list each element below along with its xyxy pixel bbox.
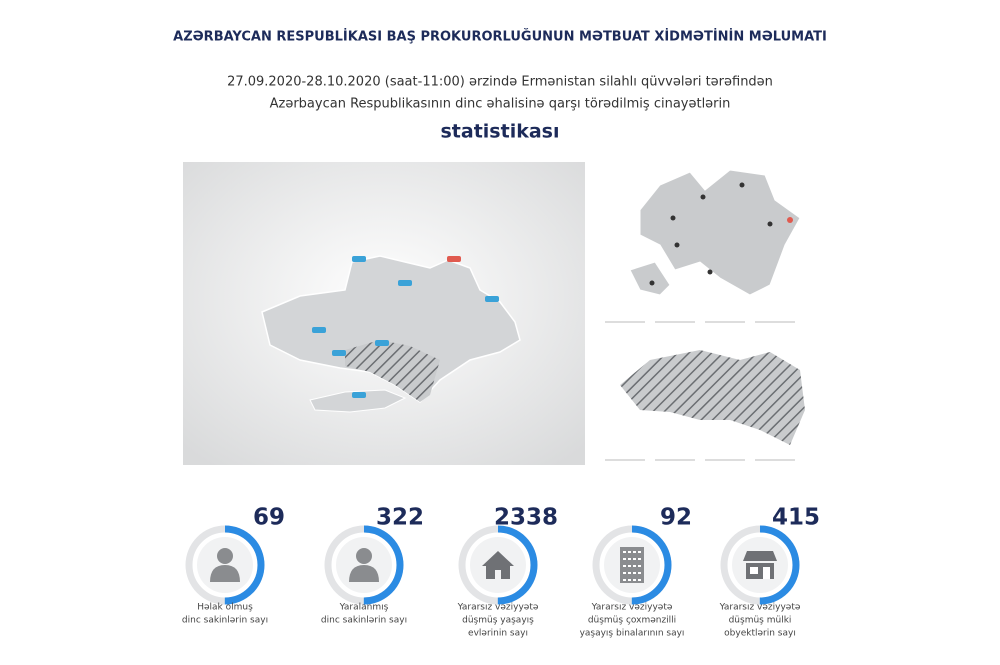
stat-card: 322 Yaralanmış dinc sakinlərin sayı [321,505,424,626]
title: AZƏRBAYCAN RESPUBLİKASI BAŞ PROKURORLUĞU… [173,29,827,45]
stat-label: obyektlərin sayı [724,629,796,639]
main-map [183,162,585,465]
icon [763,567,770,579]
stat-value: 2338 [494,505,558,531]
ring-arc [458,525,538,605]
ring-arc [720,525,800,605]
stat-label: düşmüş mülki [729,616,792,626]
stat-card: 92 Yararsız vəziyyətə düşmüş çoxmənzilli ya… [580,505,692,639]
stat-label: dinc sakinlərin sayı [321,616,407,626]
icon [356,548,372,564]
stat-value: 322 [376,505,424,531]
stat-label: Yararsız vəziyyətə [457,603,539,613]
stats: 69 Həlak olmuş dinc sakinlərin sayı 322 Yara… [182,505,820,639]
ring-arc [324,525,404,605]
stat-card: 415 Yararsız vəziyyətə düşmüş mülki obyektl… [719,505,820,639]
stat-value: 69 [253,505,285,531]
stat-label: Yaralanmış [339,603,389,613]
ring-arc [592,525,672,605]
stat-label: düşmüş çoxmənzilli [588,616,676,626]
icon [349,565,379,582]
side-maps [605,169,805,461]
stat-label: düşmüş yaşayış [462,616,534,626]
icon [217,548,233,564]
stat-label: Həlak olmuş [197,603,253,613]
icon [750,567,758,574]
stat-value: 415 [772,505,820,531]
subtitle-line: Azərbaycan Respublikasının dinc əhalisin… [270,97,731,112]
stat-card: 2338 Yararsız vəziyyətə düşmüş yaşayış evlə… [457,505,558,639]
icon [210,565,240,582]
stat-label: evlərinin sayı [468,629,528,639]
stat-label: Yararsız vəziyyətə [719,603,801,613]
stat-value: 92 [660,505,692,531]
icon [482,551,514,579]
stat-card: 69 Həlak olmuş dinc sakinlərin sayı [182,505,285,626]
stat-label: yaşayış binalarının sayı [580,629,685,639]
ring-arc [185,525,265,605]
stat-label: Yararsız vəziyyətə [591,603,673,613]
subtitle-line: 27.09.2020-28.10.2020 (saat-11:00) ərzin… [227,75,773,90]
icon [743,551,777,561]
stat-label: dinc sakinlərin sayı [182,616,268,626]
emphasis: statistikası [441,121,560,143]
